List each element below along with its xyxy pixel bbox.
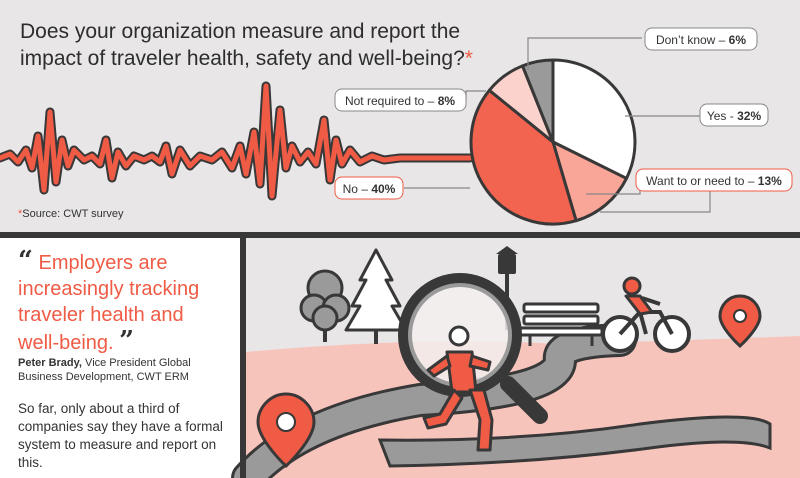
source-text: Source: CWT survey: [22, 208, 124, 220]
label-not-required-text: Not required to –: [345, 94, 438, 108]
runner-icon: [422, 325, 494, 452]
divider-vertical: [240, 238, 246, 478]
pine-tree-icon: [344, 248, 408, 344]
heartbeat-line-illustration: [0, 81, 475, 201]
pie-slice-yes: [551, 58, 637, 180]
open-quote-mark: “: [18, 246, 33, 276]
quote-text: Employers are increasingly tracking trav…: [18, 252, 200, 354]
svg-text:Yes - 32%: Yes - 32%: [707, 109, 762, 123]
label-box-dont-know: Don’t know – 6%: [644, 27, 758, 51]
label-yes-text: Yes -: [707, 109, 737, 123]
pie-slice-no: [469, 88, 578, 226]
label-not-required-value: 8%: [438, 94, 456, 108]
label-no-text: No –: [343, 182, 372, 196]
title-asterisk: *: [464, 47, 473, 70]
label-want-to-text: Want to or need to –: [646, 174, 758, 188]
pull-quote: “ Employers are increasingly tracking tr…: [18, 248, 228, 356]
svg-text:Not required to – 8%: Not required to – 8%: [345, 94, 455, 108]
title-line-2: impact of traveler health, safety and we…: [20, 45, 473, 72]
title-line-2-text: impact of traveler health, safety and we…: [20, 47, 465, 70]
close-quote-mark: ”: [119, 326, 135, 356]
location-pin-large-icon: [256, 392, 316, 469]
source-note: *Source: CWT survey: [18, 208, 124, 220]
pie-chart: [469, 58, 637, 226]
label-box-not-required: Not required to – 8%: [334, 88, 467, 112]
label-box-no: No – 40%: [334, 176, 404, 200]
body-paragraph: So far, only about a third of companies …: [18, 401, 223, 470]
label-no-value: 40%: [371, 182, 395, 196]
label-dont-know-text: Don’t know –: [656, 33, 729, 47]
pie-slice-dont-know: [521, 58, 555, 144]
location-pin-icon: [718, 294, 762, 349]
svg-text:Want to or need to – 13%: Want to or need to – 13%: [646, 174, 782, 188]
leader-lines: [404, 37, 711, 213]
park-illustration: [231, 238, 800, 478]
label-want-to-value: 13%: [758, 174, 782, 188]
chart-title: Does your organization measure and repor…: [20, 18, 473, 72]
source-star: *: [18, 208, 23, 220]
svg-text:Don’t know – 6%: Don’t know – 6%: [656, 33, 746, 47]
tree-icon: [299, 269, 351, 342]
cyclist-icon: [601, 276, 691, 353]
speaker-name: Peter Brady,: [18, 357, 82, 369]
label-box-yes: Yes - 32%: [699, 103, 769, 127]
quote-attribution: Peter Brady, Vice President Global Busin…: [18, 356, 233, 384]
divider-horizontal: [0, 232, 800, 238]
svg-text:No – 40%: No – 40%: [343, 182, 396, 196]
title-line-1: Does your organization measure and repor…: [20, 20, 461, 43]
label-dont-know-value: 6%: [729, 33, 747, 47]
label-box-want-to: Want to or need to – 13%: [635, 168, 793, 192]
label-yes-value: 32%: [737, 109, 761, 123]
speaker-title: Vice President Global Business Developme…: [18, 357, 191, 383]
